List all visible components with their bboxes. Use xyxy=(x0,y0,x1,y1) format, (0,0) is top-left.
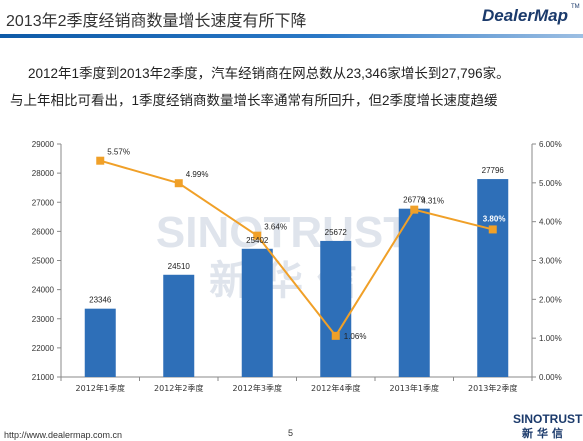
left-tick-label: 22000 xyxy=(32,344,55,353)
right-tick-label: 6.00% xyxy=(539,140,562,149)
bar-series xyxy=(84,179,509,377)
bar xyxy=(398,208,430,377)
bar xyxy=(477,179,509,377)
dealer-growth-chart: SINOTRUST 新 华 信 210002200023000240002500… xyxy=(32,140,562,393)
footer-url: http://www.dealermap.com.cn xyxy=(4,430,123,440)
bar xyxy=(84,308,116,377)
bar xyxy=(320,240,352,377)
sinotrust-brand-cn: 新华信 xyxy=(522,428,567,440)
right-tick-label: 4.00% xyxy=(539,218,562,227)
bar-value-label: 26779 xyxy=(403,196,426,205)
bar xyxy=(163,274,195,377)
left-tick-label: 24000 xyxy=(32,286,55,295)
data-labels: 23346 24510 25402 25672 26779 27796 5.57% 4.99%… xyxy=(89,148,505,341)
right-tick-label: 1.00% xyxy=(539,334,562,343)
growth-rate-line xyxy=(99,159,493,338)
sinotrust-brand-en: SINOTRUST xyxy=(513,412,583,426)
growth-rate-marker xyxy=(253,231,262,240)
header: 2013年2季度经销商数量增长速度有所下降 DealerMap TM xyxy=(0,0,583,38)
bar-value-label: 23346 xyxy=(89,296,112,305)
left-tick-label: 28000 xyxy=(32,169,55,178)
growth-rate-marker xyxy=(410,205,419,214)
x-tick-label: 2012年4季度 xyxy=(311,383,360,393)
x-tick-label: 2012年2季度 xyxy=(154,383,203,393)
page-number: 5 xyxy=(288,428,294,438)
growth-rate-label: 3.64% xyxy=(264,223,287,232)
bar-value-label: 24510 xyxy=(168,262,191,271)
growth-rate-series xyxy=(96,156,497,340)
left-tick-label: 25000 xyxy=(32,257,55,266)
growth-rate-marker xyxy=(96,156,105,165)
description-line-2: 与上年相比可看出，1季度经销商数量增长率通常有所回升，但2季度增长速度趋缓 xyxy=(10,93,498,108)
left-tick-label: 26000 xyxy=(32,227,55,236)
right-tick-label: 3.00% xyxy=(539,257,562,266)
x-tick-label: 2012年1季度 xyxy=(76,383,125,393)
growth-rate-label: 5.57% xyxy=(107,148,130,157)
x-tick-label: 2013年2季度 xyxy=(468,383,517,393)
header-divider xyxy=(0,34,583,38)
growth-rate-label: 1.06% xyxy=(344,332,367,341)
bar-value-label: 25672 xyxy=(325,228,348,237)
right-tick-label: 0.00% xyxy=(539,373,562,382)
bar xyxy=(241,248,273,377)
dealermap-logo: DealerMap xyxy=(482,6,568,25)
x-tick-label: 2013年1季度 xyxy=(390,383,439,393)
description-line-1: 2012年1季度到2013年2季度，汽车经销商在网总数从23,346家增长到27… xyxy=(28,66,510,81)
left-tick-label: 21000 xyxy=(32,373,55,382)
left-tick-label: 23000 xyxy=(32,315,55,324)
logo-trademark: TM xyxy=(571,4,580,10)
growth-rate-marker xyxy=(331,331,340,340)
left-tick-label: 29000 xyxy=(32,140,55,149)
right-tick-label: 2.00% xyxy=(539,295,562,304)
growth-rate-label: 4.99% xyxy=(186,170,209,179)
growth-rate-marker xyxy=(488,225,497,234)
watermark-en: SINOTRUST xyxy=(156,208,410,257)
page-title: 2013年2季度经销商数量增长速度有所下降 xyxy=(6,13,307,30)
growth-rate-marker xyxy=(174,179,183,188)
bar-value-label: 25402 xyxy=(246,236,269,245)
right-tick-label: 5.00% xyxy=(539,179,562,188)
chart-axes: 21000 22000 23000 24000 25000 26000 27000 28000… xyxy=(32,140,562,393)
bar-value-label: 27796 xyxy=(482,166,505,175)
growth-rate-label: 4.31% xyxy=(421,197,444,206)
left-tick-label: 27000 xyxy=(32,198,55,207)
x-tick-label: 2012年3季度 xyxy=(233,383,282,393)
growth-rate-label: 3.80% xyxy=(483,214,506,223)
